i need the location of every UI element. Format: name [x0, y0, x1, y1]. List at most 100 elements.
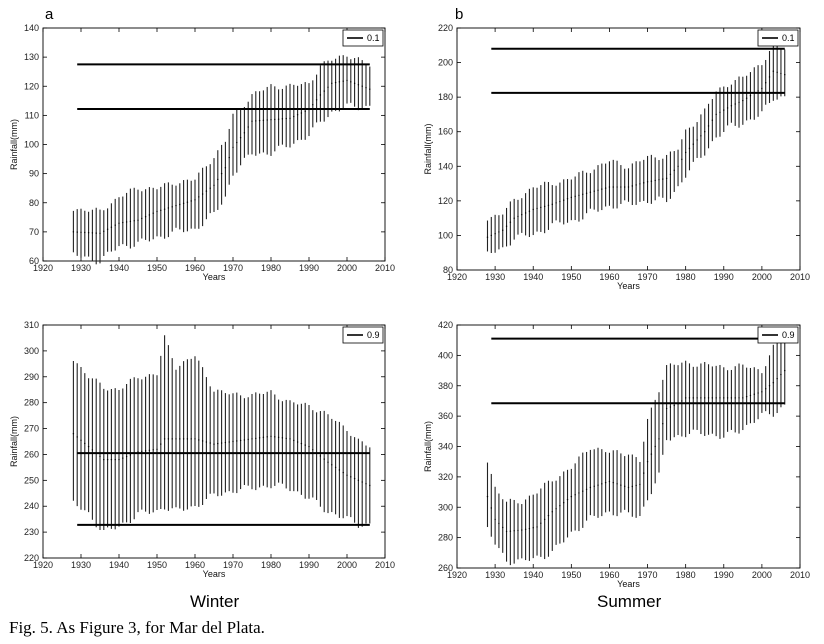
- quantile-point: [604, 481, 607, 484]
- quantile-point: [658, 438, 660, 440]
- quantile-point: [171, 206, 173, 208]
- y-tick-label: 420: [438, 320, 453, 330]
- quantile-point: [300, 442, 303, 445]
- quantile-point: [350, 81, 352, 83]
- quantile-point: [692, 143, 694, 145]
- quantile-point: [509, 221, 512, 223]
- quantile-point: [715, 113, 717, 116]
- quantile-point: [563, 199, 565, 201]
- quantile-point: [99, 455, 101, 458]
- chart-panel-winter-0.9: 1920 1930 1940 1950 1960 1970 1980 1990 2000 2010…: [9, 320, 395, 579]
- quantile-point: [726, 107, 729, 109]
- x-tick-label: 2010: [375, 560, 395, 570]
- quantile-point: [258, 437, 261, 439]
- quantile-point: [726, 397, 729, 399]
- x-tick-label: 2010: [790, 272, 810, 282]
- y-axis: 220 230 240 250 260 270 280 290 300 310: [24, 320, 385, 563]
- quantile-point: [293, 439, 295, 442]
- quantile-point: [784, 369, 786, 372]
- y-tick-label: 320: [438, 472, 453, 482]
- quantile-point: [688, 147, 691, 150]
- x-tick-label: 2010: [375, 263, 395, 273]
- quantile-point: [270, 435, 272, 438]
- quantile-point: [761, 391, 763, 393]
- quantile-point: [106, 458, 109, 461]
- quantile-point: [620, 484, 622, 486]
- quantile-point: [76, 231, 78, 233]
- x-tick-label: 1960: [599, 272, 619, 282]
- quantile-point: [84, 231, 86, 234]
- quantile-point: [704, 131, 706, 133]
- x-axis-label: Years: [617, 281, 640, 291]
- quantile-point: [684, 151, 687, 154]
- quantile-point: [338, 81, 341, 83]
- y-tick-label: 360: [438, 411, 453, 421]
- quantile-point: [673, 404, 675, 407]
- y-tick-label: 90: [29, 169, 39, 179]
- quantile-point: [730, 397, 733, 399]
- quantile-point: [160, 443, 162, 445]
- quantile-point: [258, 119, 261, 122]
- quantile-point: [308, 445, 310, 448]
- quantile-point: [217, 178, 219, 181]
- quantile-point: [125, 221, 128, 223]
- y-tick-label: 220: [438, 23, 453, 33]
- x-tick-label: 1950: [147, 263, 167, 273]
- quantile-point: [285, 117, 287, 120]
- x-axis-label: Years: [203, 272, 226, 282]
- quantile-point: [502, 526, 504, 529]
- quantile-point: [91, 232, 94, 234]
- quantile-point: [540, 206, 542, 209]
- quantile-point: [570, 196, 573, 199]
- quantile-point: [251, 120, 253, 122]
- legend-label: 0.1: [367, 33, 380, 43]
- quantile-point: [236, 440, 238, 442]
- quantile-point: [616, 483, 618, 485]
- y-tick-label: 240: [24, 501, 39, 511]
- quantile-point: [369, 484, 371, 487]
- quantile-point: [304, 444, 306, 446]
- quantile-point: [627, 186, 630, 188]
- quantile-point: [175, 438, 177, 440]
- chart-panel-winter-0.1: 1920 1930 1940 1950 1960 1970 1980 1990 2000 2010…: [9, 6, 395, 282]
- quantile-point: [715, 397, 717, 399]
- x-tick-label: 1920: [447, 272, 467, 282]
- y-tick-label: 80: [443, 265, 453, 275]
- quantile-point: [148, 214, 151, 216]
- x-tick-label: 1930: [485, 570, 505, 580]
- quantile-point: [620, 186, 622, 188]
- quantile-point: [486, 495, 489, 498]
- x-tick-label: 2000: [337, 263, 357, 273]
- series-confidence-bars: [486, 337, 786, 566]
- quantile-point: [494, 233, 496, 235]
- x-tick-label: 1960: [599, 570, 619, 580]
- y-axis: 260 280 300 320 340 360 380 400 420: [438, 320, 800, 573]
- y-tick-label: 260: [438, 563, 453, 573]
- y-tick-label: 200: [438, 58, 453, 68]
- x-axis-label: Years: [617, 579, 640, 589]
- quantile-point: [156, 210, 158, 213]
- quantile-point: [524, 528, 527, 530]
- x-axis: 1920 1930 1940 1950 1960 1970 1980 1990 2000 2010: [447, 28, 810, 282]
- quantile-point: [585, 488, 588, 491]
- quantile-point: [243, 439, 246, 441]
- quantile-point: [646, 181, 649, 183]
- quantile-point: [753, 393, 755, 395]
- series-confidence-bars: [72, 335, 371, 531]
- panel-letter: a: [45, 6, 54, 23]
- x-axis: 1920 1930 1940 1950 1960 1970 1980 1990 2000 2010: [447, 325, 810, 580]
- quantile-point: [266, 119, 268, 121]
- quantile-point: [604, 187, 607, 189]
- quantile-point: [616, 186, 618, 188]
- quantile-point: [106, 228, 109, 230]
- quantile-point: [551, 511, 553, 513]
- quantile-point: [704, 397, 706, 399]
- quantile-point: [734, 397, 736, 399]
- quantile-point: [669, 406, 672, 408]
- quantile-point: [224, 441, 227, 444]
- quantile-point: [700, 397, 702, 399]
- quantile-point: [521, 529, 523, 531]
- quantile-point: [232, 146, 234, 149]
- quantile-point: [517, 215, 519, 218]
- plot-frame: [456, 324, 801, 569]
